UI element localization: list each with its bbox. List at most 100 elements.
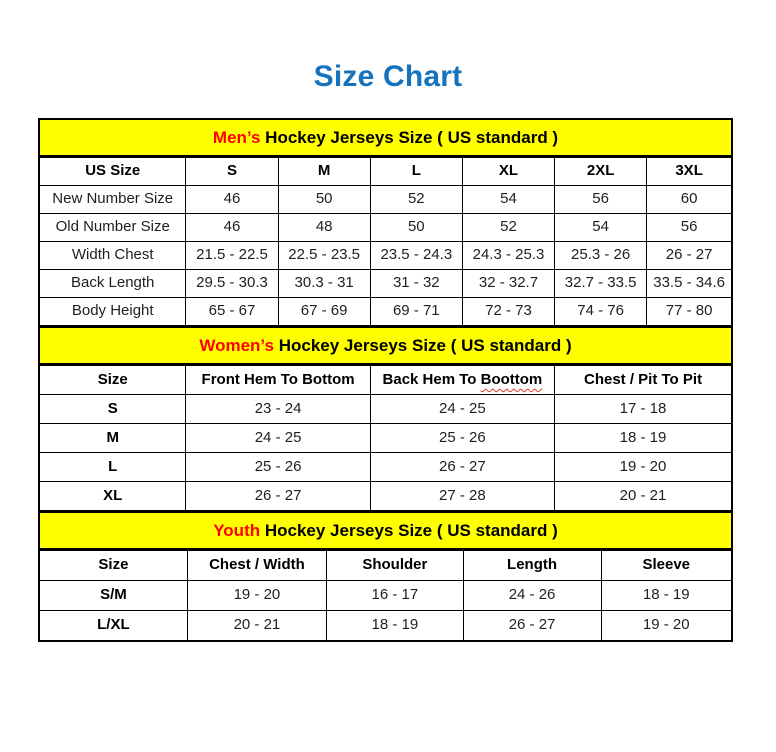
table-row: S/M 19 - 20 16 - 17 24 - 26 18 - 19 bbox=[38, 580, 733, 611]
row-header: Old Number Size bbox=[38, 213, 187, 242]
table-cell: 72 - 73 bbox=[461, 297, 556, 326]
table-row: Body Height 65 - 67 67 - 69 69 - 71 72 - 73 7… bbox=[38, 297, 733, 326]
column-header: XL bbox=[461, 157, 556, 186]
table-cell: 33.5 - 34.6 bbox=[646, 269, 733, 298]
section-title-text: Hockey Jerseys Size ( US standard ) bbox=[260, 521, 558, 540]
column-header: Length bbox=[462, 550, 602, 581]
table-cell: 65 - 67 bbox=[185, 297, 279, 326]
row-header: S bbox=[38, 394, 187, 424]
section-header-womens: Women’s Hockey Jerseys Size ( US standar… bbox=[38, 326, 733, 365]
table-cell: 20 - 21 bbox=[554, 481, 733, 511]
header-row: US Size S M L XL 2XL 3XL bbox=[38, 157, 733, 186]
column-header: M bbox=[277, 157, 371, 186]
table-cell: 46 bbox=[185, 185, 279, 214]
row-header: XL bbox=[38, 481, 187, 511]
header-row: Size Chest / Width Shoulder Length Sleeve bbox=[38, 550, 733, 581]
size-chart: Men’s Hockey Jerseys Size ( US standard … bbox=[38, 118, 733, 642]
table-cell: 24.3 - 25.3 bbox=[461, 241, 556, 270]
table-row: Old Number Size 46 48 50 52 54 56 bbox=[38, 213, 733, 242]
header-row: Size Front Hem To Bottom Back Hem To Boott… bbox=[38, 365, 733, 395]
row-header: L bbox=[38, 452, 187, 482]
column-header: Size bbox=[38, 365, 187, 395]
table-cell: 67 - 69 bbox=[277, 297, 371, 326]
youth-size-table: Size Chest / Width Shoulder Length Sleeve S/M… bbox=[38, 550, 733, 642]
section-title-highlight: Men’s bbox=[212, 128, 261, 147]
table-cell: 22.5 - 23.5 bbox=[277, 241, 371, 270]
table-cell: 56 bbox=[554, 185, 648, 214]
table-row: L/XL 20 - 21 18 - 19 26 - 27 19 - 20 bbox=[38, 610, 733, 642]
section-title-highlight: Women’s bbox=[199, 336, 274, 355]
table-cell: 60 bbox=[646, 185, 733, 214]
table-cell: 26 - 27 bbox=[369, 452, 556, 482]
table-cell: 31 - 32 bbox=[369, 269, 463, 298]
table-row: New Number Size 46 50 52 54 56 60 bbox=[38, 185, 733, 214]
table-cell: 19 - 20 bbox=[186, 580, 328, 611]
table-cell: 77 - 80 bbox=[646, 297, 733, 326]
section-title-text: Hockey Jerseys Size ( US standard ) bbox=[273, 336, 572, 355]
table-cell: 56 bbox=[646, 213, 733, 242]
section-header-youth: Youth Hockey Jerseys Size ( US standard … bbox=[38, 511, 733, 550]
womens-size-table: Size Front Hem To Bottom Back Hem To Boott… bbox=[38, 365, 733, 511]
column-header: Chest / Pit To Pit bbox=[554, 365, 733, 395]
table-cell: 50 bbox=[277, 185, 371, 214]
table-cell: 26 - 27 bbox=[646, 241, 733, 270]
column-header: S bbox=[185, 157, 279, 186]
table-cell: 32.7 - 33.5 bbox=[554, 269, 648, 298]
table-cell: 19 - 20 bbox=[554, 452, 733, 482]
table-cell: 29.5 - 30.3 bbox=[185, 269, 279, 298]
mens-size-table: US Size S M L XL 2XL 3XL New Number Size 46 50 52 5… bbox=[38, 157, 733, 326]
row-header: M bbox=[38, 423, 187, 453]
table-row: Width Chest 21.5 - 22.5 22.5 - 23.5 23.5 - … bbox=[38, 241, 733, 270]
table-cell: 17 - 18 bbox=[554, 394, 733, 424]
table-cell: 52 bbox=[461, 213, 556, 242]
table-row: Back Length 29.5 - 30.3 30.3 - 31 31 - 32 32… bbox=[38, 269, 733, 298]
column-header: Sleeve bbox=[600, 550, 733, 581]
table-cell: 25 - 26 bbox=[369, 423, 556, 453]
table-cell: 50 bbox=[369, 213, 463, 242]
row-header: Body Height bbox=[38, 297, 187, 326]
column-header: Chest / Width bbox=[186, 550, 328, 581]
table-cell: 25 - 26 bbox=[185, 452, 371, 482]
table-cell: 19 - 20 bbox=[600, 610, 733, 642]
table-cell: 27 - 28 bbox=[369, 481, 556, 511]
table-row: L 25 - 26 26 - 27 19 - 20 bbox=[38, 452, 733, 482]
table-cell: 18 - 19 bbox=[600, 580, 733, 611]
column-header: Size bbox=[38, 550, 188, 581]
table-cell: 69 - 71 bbox=[369, 297, 463, 326]
row-header: S/M bbox=[38, 580, 188, 611]
column-header: Front Hem To Bottom bbox=[185, 365, 371, 395]
table-cell: 26 - 27 bbox=[462, 610, 602, 642]
column-header: 2XL bbox=[554, 157, 648, 186]
column-header: Back Hem To Boottom bbox=[369, 365, 556, 395]
table-row: M 24 - 25 25 - 26 18 - 19 bbox=[38, 423, 733, 453]
table-cell: 54 bbox=[554, 213, 648, 242]
table-cell: 20 - 21 bbox=[186, 610, 328, 642]
page-title: Size Chart bbox=[313, 60, 463, 93]
table-cell: 24 - 25 bbox=[369, 394, 556, 424]
section-header-mens: Men’s Hockey Jerseys Size ( US standard … bbox=[38, 118, 733, 157]
table-cell: 24 - 25 bbox=[185, 423, 371, 453]
table-cell: 16 - 17 bbox=[326, 580, 464, 611]
row-header: New Number Size bbox=[38, 185, 187, 214]
table-cell: 26 - 27 bbox=[185, 481, 371, 511]
table-cell: 32 - 32.7 bbox=[461, 269, 556, 298]
table-cell: 54 bbox=[461, 185, 556, 214]
table-cell: 23.5 - 24.3 bbox=[369, 241, 463, 270]
table-cell: 48 bbox=[277, 213, 371, 242]
table-cell: 52 bbox=[369, 185, 463, 214]
column-header: L bbox=[369, 157, 463, 186]
row-header: L/XL bbox=[38, 610, 188, 642]
table-cell: 46 bbox=[185, 213, 279, 242]
table-cell: 24 - 26 bbox=[462, 580, 602, 611]
section-title-text: Hockey Jerseys Size ( US standard ) bbox=[260, 128, 559, 147]
table-row: XL 26 - 27 27 - 28 20 - 21 bbox=[38, 481, 733, 511]
table-cell: 25.3 - 26 bbox=[554, 241, 648, 270]
table-cell: 74 - 76 bbox=[554, 297, 648, 326]
table-row: S 23 - 24 24 - 25 17 - 18 bbox=[38, 394, 733, 424]
table-cell: 18 - 19 bbox=[326, 610, 464, 642]
table-cell: 30.3 - 31 bbox=[277, 269, 371, 298]
column-header: Shoulder bbox=[326, 550, 464, 581]
row-header: Back Length bbox=[38, 269, 187, 298]
misspelled-word: Boottom bbox=[480, 370, 543, 388]
table-cell: 23 - 24 bbox=[185, 394, 371, 424]
